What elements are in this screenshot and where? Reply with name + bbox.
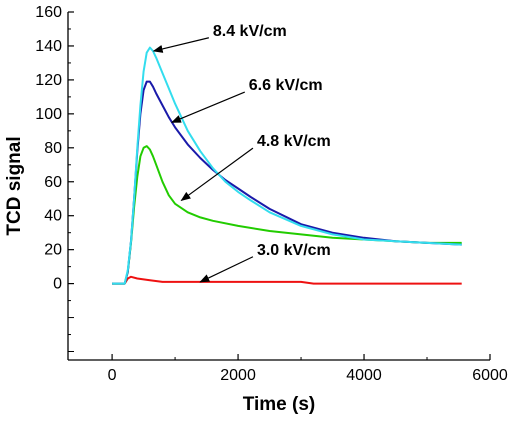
y-tick-label: 120 <box>35 72 62 89</box>
x-axis-title: Time (s) <box>243 394 316 415</box>
axes-layer: 0 20 40 60 80 100 120 140 160 0 2000 4000 6000 <box>35 4 508 384</box>
annotation-arrow <box>152 37 210 53</box>
y-tick-label: 60 <box>44 174 62 191</box>
annotation-label: 3.0 kV/cm <box>257 242 331 259</box>
y-tick-label: 20 <box>44 242 62 259</box>
annotation-arrow <box>180 147 254 202</box>
y-axis-title: TCD signal <box>4 136 25 235</box>
annotation-label: 6.6 kV/cm <box>249 77 323 94</box>
series-line-2 <box>112 145 462 285</box>
y-tick-label: 100 <box>35 106 62 123</box>
annotation-arrow <box>199 256 254 283</box>
annotation-arrow <box>171 91 245 123</box>
x-tick-label: 0 <box>108 367 117 384</box>
x-tick-label: 2000 <box>220 367 256 384</box>
annotation-layer: 8.4 kV/cm 6.6 kV/cm 4.8 kV/cm 3.0 kV/cm <box>152 23 331 283</box>
y-tick-label: 80 <box>44 140 62 157</box>
series-line-3 <box>112 275 462 285</box>
y-tick-label: 40 <box>44 208 62 225</box>
y-tick-label: 160 <box>35 4 62 21</box>
x-tick-label: 4000 <box>346 367 382 384</box>
x-tick-label: 6000 <box>472 367 508 384</box>
y-tick-label: 140 <box>35 38 62 55</box>
annotation-label: 4.8 kV/cm <box>257 133 331 150</box>
annotation-label: 8.4 kV/cm <box>213 23 287 40</box>
y-tick-label: 0 <box>53 276 62 293</box>
series-line-0 <box>112 46 462 285</box>
